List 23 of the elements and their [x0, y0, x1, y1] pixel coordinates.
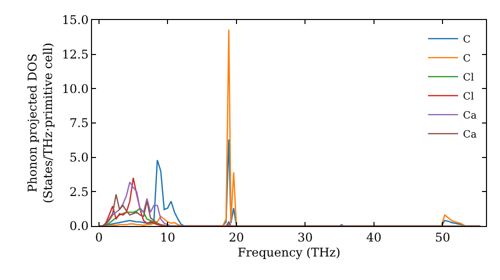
y-axis-title: Phonon projected DOS (States/THz·primitive cell): [26, 42, 56, 204]
x-tick-label: 30: [298, 230, 313, 244]
legend-label: C: [463, 34, 472, 46]
x-tick-label: 50: [435, 230, 450, 244]
legend-label: C: [463, 54, 472, 65]
x-tick-label: 20: [228, 230, 244, 244]
y-tick-label: 12.5: [62, 48, 89, 62]
x-axis-title: Frequency (THz): [238, 245, 340, 260]
x-tick-label: 40: [366, 230, 382, 244]
line-series: [98, 194, 482, 226]
line-series: [102, 208, 158, 226]
legend-label: Ca: [463, 110, 477, 122]
legend-label: Ca: [463, 130, 477, 141]
y-tick-label: 5.0: [70, 150, 89, 165]
y-tick-label: 0.0: [70, 219, 89, 234]
y-tick-label: 15.0: [62, 13, 89, 28]
x-tick-label: 0: [95, 230, 103, 244]
y-tick-label: 10.0: [62, 82, 89, 96]
legend-label: Cl: [463, 72, 474, 84]
legend-label: Cl: [463, 92, 474, 103]
x-tick-label: 10: [160, 230, 176, 244]
y-tick-label: 7.5: [70, 116, 89, 130]
y-tick-label: 2.5: [70, 184, 89, 199]
